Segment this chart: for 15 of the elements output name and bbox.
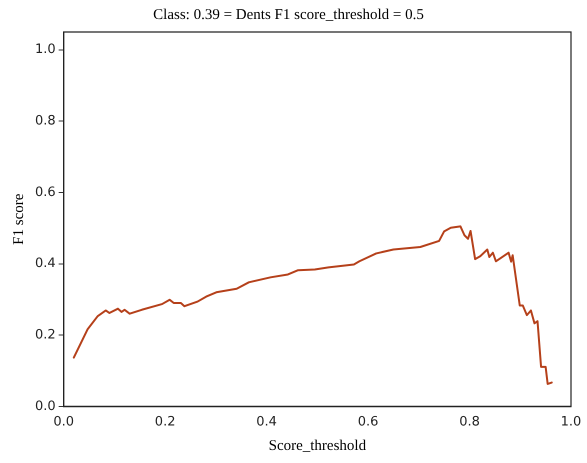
x-axis-title: Score_threshold [268, 438, 367, 454]
chart-title: Class: 0.39 = Dents F1 score_threshold = 0.5 [153, 6, 424, 23]
x-tick-label: 0.6 [358, 414, 378, 430]
y-axis-title: F1 score [10, 193, 27, 245]
y-tick-label: 1.0 [34, 42, 56, 58]
y-tick-label: 0.2 [34, 327, 56, 342]
x-tick-label: 0.0 [53, 414, 74, 430]
y-tick-label: 0.4 [34, 256, 56, 272]
x-tick-label: 1.0 [560, 414, 582, 430]
x-tick-label: 0.4 [256, 414, 277, 430]
x-tick-label: 0.2 [154, 414, 176, 430]
y-tick-label: 0.6 [34, 184, 56, 200]
y-tick-label: 0.8 [34, 114, 56, 129]
y-tick-label: 0.0 [34, 398, 56, 414]
x-tick-label: 0.8 [459, 414, 480, 430]
